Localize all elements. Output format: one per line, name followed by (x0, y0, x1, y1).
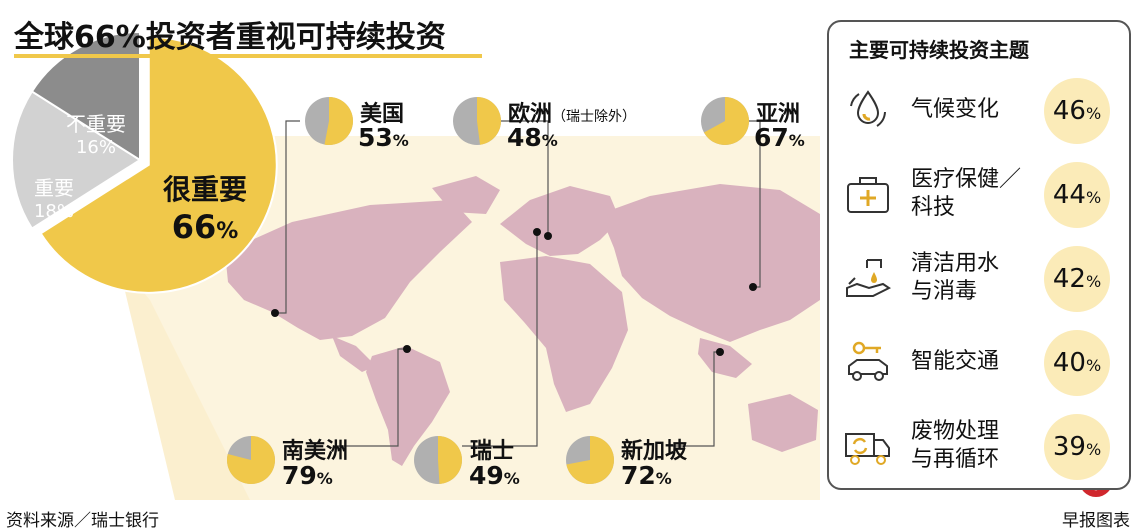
region-note-europe: （瑞士除外） (552, 109, 637, 125)
map-europe (500, 186, 620, 256)
pie-label-not-important: 不重要 16% (66, 112, 126, 158)
car-key-icon (848, 341, 888, 381)
map-australia (748, 394, 818, 452)
theme-label-water: 清洁用水 与消毒 (911, 251, 1000, 304)
theme-row-water: 清洁用水 与消毒 42% (829, 240, 1129, 320)
region-dot-1 (544, 232, 552, 240)
pie-label-very-important: 很重要 66% (162, 173, 247, 246)
theme-label-waste: 废物处理 与再循环 (911, 419, 1000, 472)
region-pie-slice-2 (703, 97, 750, 145)
pie-value-important: 18 (33, 201, 57, 222)
map-asia (600, 184, 820, 342)
title-underline (14, 54, 482, 58)
leader-line-3 (337, 348, 407, 447)
theme-badge-medical: 44% (1044, 162, 1110, 228)
region-name-singapore: 新加坡 (621, 439, 688, 464)
medical-kit-icon (847, 177, 889, 213)
themes-panel-title: 主要可持续投资主题 (849, 38, 1029, 62)
region-name-switzerland: 瑞士 (470, 439, 515, 464)
theme-badge-water: 42% (1044, 246, 1110, 312)
region-value-south-america: 79% (282, 461, 333, 490)
main-pie-slice-0 (39, 35, 278, 294)
theme-label-climate: 气候变化 (911, 97, 1000, 122)
region-value-usa: 53% (358, 123, 409, 152)
region-dot-0 (271, 309, 279, 317)
main-pie (11, 30, 278, 294)
theme-label-transport: 智能交通 (911, 349, 1000, 374)
pie-label-important: 重要 18% (33, 176, 74, 222)
region-dot-2 (749, 283, 757, 291)
region-pie-slice-5 (566, 436, 615, 485)
region-pie-slice-3 (226, 436, 275, 485)
leader-line-4 (462, 232, 538, 447)
theme-row-climate: 气候变化 46% (829, 72, 1129, 152)
source-note: 资料来源／瑞士银行 (6, 511, 159, 531)
pie-focus-wedge-2 (118, 262, 250, 500)
water-tap-hand-icon (846, 259, 891, 297)
region-value-europe: 48% (507, 123, 558, 152)
map-southeast-asia (698, 338, 752, 378)
region-dot-3 (403, 345, 411, 353)
map-africa (500, 256, 628, 412)
region-value-asia: 67% (754, 123, 805, 152)
theme-row-waste: 废物处理 与再循环 39% (829, 408, 1129, 488)
region-value-switzerland: 49% (469, 461, 520, 490)
recycle-truck-icon (845, 433, 890, 465)
region-dot-4 (533, 228, 541, 236)
main-pie-slice-1 (11, 90, 142, 230)
pie-value-very-important: 66 (171, 208, 217, 246)
themes-panel: 主要可持续投资主题 气候变化 46% 医疗保健／ 科技 44% (827, 20, 1131, 490)
region-dot-5 (716, 348, 724, 356)
region-leaders (271, 120, 761, 447)
region-name-europe: 欧洲（瑞士除外） (508, 102, 637, 127)
region-pies (226, 97, 750, 485)
map-north-america (225, 200, 472, 340)
credit-note: 早报图表 (1062, 511, 1130, 531)
climate-droplet-icon (850, 90, 886, 127)
region-name-usa: 美国 (360, 102, 405, 127)
region-value-singapore: 72% (621, 461, 672, 490)
theme-label-medical: 医疗保健／ 科技 (911, 167, 1022, 220)
region-name-south-america: 南美洲 (282, 439, 349, 464)
main-pie-slice-2 (30, 30, 141, 162)
theme-badge-transport: 40% (1044, 330, 1110, 396)
theme-row-transport: 智能交通 40% (829, 324, 1129, 404)
world-map (225, 176, 820, 466)
pie-value-not-important: 16 (75, 137, 99, 158)
map-south-america (366, 346, 450, 466)
leader-line-0 (275, 120, 300, 314)
leader-line-1 (501, 120, 549, 236)
theme-badge-climate: 46% (1044, 78, 1110, 144)
map-greenland (432, 176, 500, 214)
theme-row-medical: 医疗保健／ 科技 44% (829, 156, 1129, 236)
region-pie-slice-1 (477, 97, 502, 145)
theme-badge-waste: 39% (1044, 414, 1110, 480)
map-central-america (332, 336, 376, 372)
region-pie-slice-0 (324, 97, 354, 145)
region-pie-slice-4 (438, 436, 462, 484)
region-name-asia: 亚洲 (756, 102, 801, 127)
page-title: 全球66%投资者重视可持续投资 (14, 20, 446, 55)
